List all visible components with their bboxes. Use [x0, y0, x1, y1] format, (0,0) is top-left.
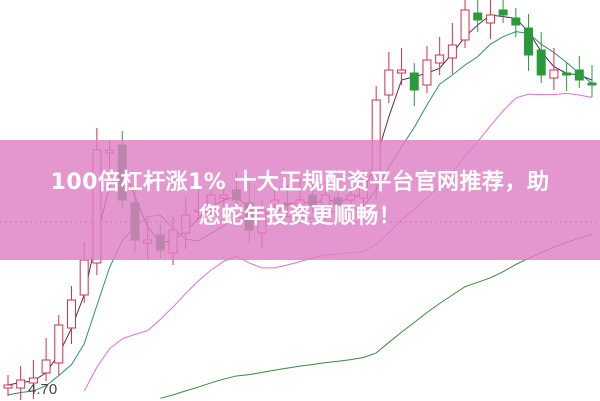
candle-body	[397, 69, 407, 74]
candle-body	[562, 72, 572, 76]
candle-body	[79, 259, 89, 296]
candle-body	[511, 17, 521, 26]
low-price-label: 4.70	[28, 381, 58, 398]
candle-body	[66, 299, 76, 329]
candle-body	[574, 69, 584, 81]
candle-body	[54, 324, 64, 364]
candle-body	[473, 12, 483, 21]
candle-body	[524, 27, 534, 56]
candle-body	[498, 9, 508, 16]
candle-body	[447, 44, 457, 59]
banner-title-line2: 您蛇年投资更顺畅！	[198, 204, 402, 229]
candle-body	[422, 59, 432, 86]
candle-body	[549, 69, 559, 79]
candle-body	[587, 82, 597, 86]
candle-body	[41, 359, 51, 374]
banner-title-line1: 100倍杠杆涨1% 十大正规配资平台官网推荐，助	[50, 170, 550, 195]
candle-body	[16, 379, 26, 389]
candle-body	[536, 49, 546, 76]
candle-body	[485, 14, 495, 24]
candle-body	[384, 69, 394, 96]
candle-body	[435, 54, 445, 64]
candle-body	[3, 384, 13, 389]
candle-body	[460, 9, 470, 41]
candle-body	[28, 377, 38, 384]
candle-body	[409, 72, 419, 91]
ma-longest-line	[160, 234, 593, 399]
promo-banner: 100倍杠杆涨1% 十大正规配资平台官网推荐，助 您蛇年投资更顺畅！	[0, 140, 600, 260]
